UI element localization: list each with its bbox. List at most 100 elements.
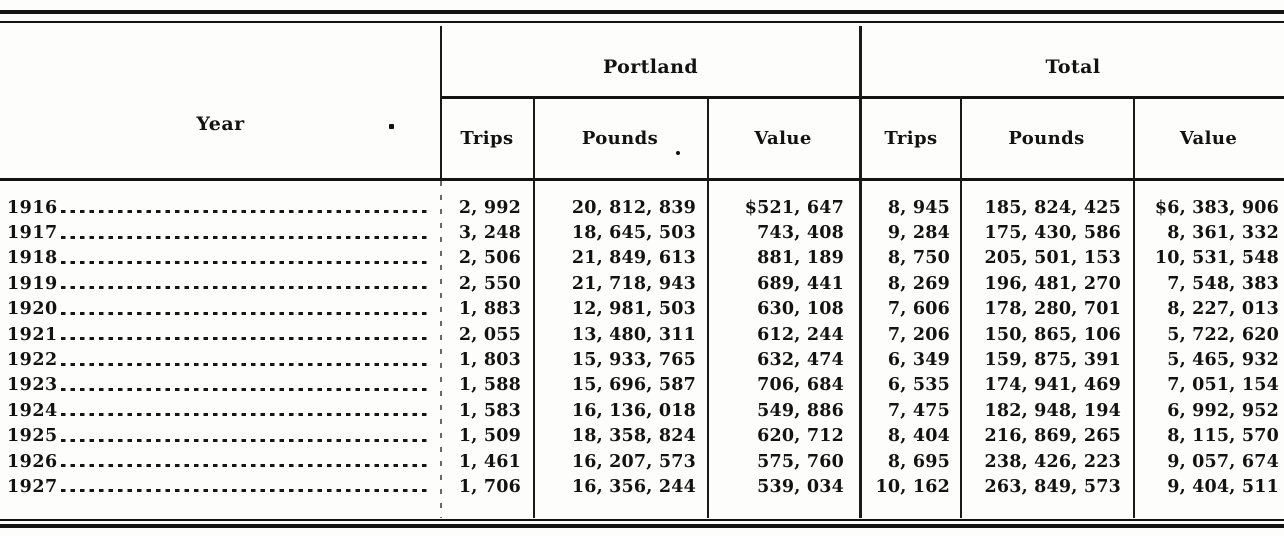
dotted-leader	[60, 438, 428, 442]
total-pounds-cell: 178, 280, 701	[984, 299, 1121, 320]
total-value-cell: 10, 531, 548	[1154, 248, 1279, 269]
total-trips-cell: 7, 606	[887, 299, 950, 320]
total-pounds-cell: 175, 430, 586	[984, 223, 1121, 244]
portland-trips-cell: 2, 550	[458, 273, 521, 294]
total-trips-cell: 8, 945	[887, 197, 950, 218]
total-value-cell: 9, 404, 511	[1167, 476, 1279, 497]
year-cell: 1918	[0, 246, 441, 271]
table-row: 1919 2, 550 21, 718, 943 689, 441 8, 269…	[0, 271, 1284, 296]
dotted-leader	[60, 387, 428, 391]
total-trips-cell: 6, 535	[887, 375, 950, 396]
dotted-leader	[60, 337, 428, 341]
portland-pounds-cell: 18, 645, 503	[571, 223, 696, 244]
portland-trips-cell: 1, 803	[458, 350, 521, 371]
portland-value-header: Value	[754, 128, 812, 149]
portland-trips-cell: 2, 992	[458, 197, 521, 218]
portland-value-cell: $521, 647	[744, 197, 844, 218]
total-value-cell: 5, 465, 932	[1167, 350, 1279, 371]
portland-value-cell: 539, 034	[757, 476, 844, 497]
total-value-cell: 8, 227, 013	[1167, 299, 1279, 320]
total-pounds-cell: 159, 875, 391	[984, 350, 1121, 371]
table-body: 1916 2, 992 20, 812, 839 $521, 647 8, 94…	[0, 181, 1284, 518]
portland-trips-cell: 1, 883	[458, 299, 521, 320]
dotted-leader	[60, 210, 428, 214]
total-pounds-cell: 174, 941, 469	[984, 375, 1121, 396]
portland-trips-header: Trips	[460, 128, 514, 149]
portland-value-cell: 549, 886	[757, 400, 844, 421]
year-column-header: Year	[0, 26, 441, 178]
year-cell: 1922	[0, 347, 441, 372]
portland-pounds-cell: 16, 356, 244	[571, 476, 696, 497]
portland-group-header: Portland	[602, 56, 699, 78]
year-cell: 1926	[0, 449, 441, 474]
table-row: 1916 2, 992 20, 812, 839 $521, 647 8, 94…	[0, 195, 1284, 220]
year-cell: 1927	[0, 474, 441, 499]
portland-value-cell: 575, 760	[757, 451, 844, 472]
table-row: 1920 1, 883 12, 981, 503 630, 108 7, 606…	[0, 297, 1284, 322]
stray-dot-mark	[389, 124, 394, 129]
total-pounds-header: Pounds	[1008, 128, 1085, 149]
year-cell: 1920	[0, 297, 441, 322]
total-value-cell: $6, 383, 906	[1154, 197, 1279, 218]
year-cell: 1925	[0, 424, 441, 449]
table-row: 1923 1, 588 15, 696, 587 706, 684 6, 535…	[0, 373, 1284, 398]
portland-value-cell: 743, 408	[757, 223, 844, 244]
total-trips-cell: 8, 695	[887, 451, 950, 472]
portland-trips-cell: 2, 506	[458, 248, 521, 269]
portland-pounds-cell: 15, 696, 587	[571, 375, 696, 396]
total-trips-cell: 8, 269	[887, 273, 950, 294]
table-row: 1921 2, 055 13, 480, 311 612, 244 7, 206…	[0, 322, 1284, 347]
portland-trips-cell: 1, 509	[458, 426, 521, 447]
portland-pounds-cell: 13, 480, 311	[571, 324, 696, 345]
portland-pounds-cell: 21, 718, 943	[571, 273, 696, 294]
total-trips-cell: 10, 162	[875, 476, 950, 497]
year-label: 1920	[7, 299, 58, 320]
total-trips-cell: 6, 349	[887, 350, 950, 371]
total-pounds-cell: 182, 948, 194	[984, 400, 1121, 421]
table-row: 1917 3, 248 18, 645, 503 743, 408 9, 284…	[0, 220, 1284, 245]
top-double-rule-inner	[0, 21, 1284, 23]
total-value-cell: 6, 992, 952	[1167, 400, 1279, 421]
total-pounds-cell: 263, 849, 573	[984, 476, 1121, 497]
dotted-leader	[60, 235, 428, 239]
table-row: 1922 1, 803 15, 933, 765 632, 474 6, 349…	[0, 347, 1284, 372]
total-trips-cell: 8, 404	[887, 426, 950, 447]
table-row: 1924 1, 583 16, 136, 018 549, 886 7, 475…	[0, 398, 1284, 423]
year-label: 1919	[7, 273, 58, 294]
table-row: 1926 1, 461 16, 207, 573 575, 760 8, 695…	[0, 449, 1284, 474]
portland-total-divider	[859, 26, 862, 518]
portland-pounds-cell: 16, 207, 573	[571, 451, 696, 472]
portland-pounds-cell: 21, 849, 613	[571, 248, 696, 269]
total-pounds-cell: 150, 865, 106	[984, 324, 1121, 345]
portland-trips-divider	[533, 96, 535, 518]
year-label: 1926	[7, 451, 58, 472]
total-trips-cell: 7, 206	[887, 324, 950, 345]
year-cell: 1916	[0, 195, 441, 220]
table-row: 1918 2, 506 21, 849, 613 881, 189 8, 750…	[0, 246, 1284, 271]
table-row: 1927 1, 706 16, 356, 244 539, 034 10, 16…	[0, 474, 1284, 499]
total-pounds-cell: 216, 869, 265	[984, 426, 1121, 447]
year-label: 1916	[7, 197, 58, 218]
dotted-leader	[60, 464, 428, 468]
year-cell: 1919	[0, 271, 441, 296]
total-trips-cell: 7, 475	[887, 400, 950, 421]
portland-trips-cell: 1, 461	[458, 451, 521, 472]
table-row: 1925 1, 509 18, 358, 824 620, 712 8, 404…	[0, 424, 1284, 449]
total-trips-header: Trips	[884, 128, 938, 149]
portland-pounds-cell: 15, 933, 765	[571, 350, 696, 371]
year-cell: 1923	[0, 373, 441, 398]
year-cell: 1921	[0, 322, 441, 347]
portland-value-cell: 706, 684	[757, 375, 844, 396]
portland-pounds-cell: 18, 358, 824	[571, 426, 696, 447]
total-pounds-cell: 185, 824, 425	[984, 197, 1121, 218]
total-group-header: Total	[1045, 56, 1101, 78]
year-cell: 1917	[0, 220, 441, 245]
total-pounds-divider	[1133, 96, 1135, 518]
portland-value-cell: 689, 441	[757, 273, 844, 294]
total-value-cell: 9, 057, 674	[1167, 451, 1279, 472]
dotted-leader	[60, 286, 428, 290]
year-label: 1918	[7, 248, 58, 269]
year-label: 1927	[7, 476, 58, 497]
portland-value-cell: 630, 108	[757, 299, 844, 320]
